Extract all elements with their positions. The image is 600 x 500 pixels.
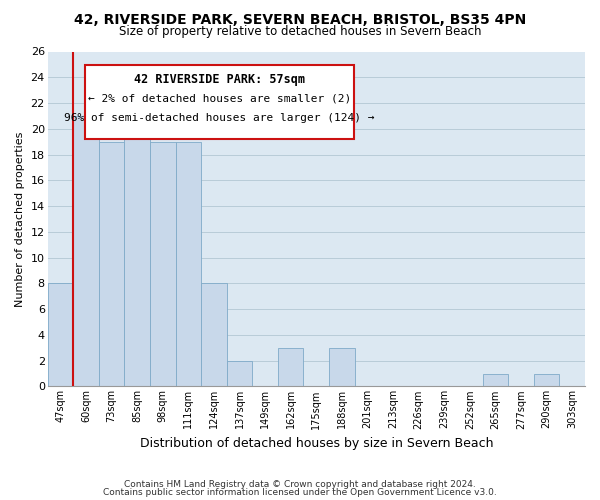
Bar (150, 142, 176, 386)
Bar (201, 284, 227, 387)
Bar (227, 360, 253, 386)
Y-axis label: Number of detached properties: Number of detached properties (15, 132, 25, 306)
Bar (47, 284, 73, 387)
Bar (99, 142, 124, 386)
Bar (534, 374, 559, 386)
Bar (329, 348, 355, 387)
Text: 42, RIVERSIDE PARK, SEVERN BEACH, BRISTOL, BS35 4PN: 42, RIVERSIDE PARK, SEVERN BEACH, BRISTO… (74, 12, 526, 26)
Text: Contains HM Land Registry data © Crown copyright and database right 2024.: Contains HM Land Registry data © Crown c… (124, 480, 476, 489)
FancyBboxPatch shape (85, 65, 354, 138)
X-axis label: Distribution of detached houses by size in Severn Beach: Distribution of detached houses by size … (140, 437, 493, 450)
Bar (124, 103, 150, 387)
Bar (482, 374, 508, 386)
Text: 96% of semi-detached houses are larger (124) →: 96% of semi-detached houses are larger (… (64, 114, 375, 124)
Bar (176, 142, 201, 386)
Text: 42 RIVERSIDE PARK: 57sqm: 42 RIVERSIDE PARK: 57sqm (134, 74, 305, 86)
Text: ← 2% of detached houses are smaller (2): ← 2% of detached houses are smaller (2) (88, 94, 351, 104)
Bar (278, 348, 304, 387)
Text: Contains public sector information licensed under the Open Government Licence v3: Contains public sector information licen… (103, 488, 497, 497)
Bar (73, 116, 99, 386)
Text: Size of property relative to detached houses in Severn Beach: Size of property relative to detached ho… (119, 25, 481, 38)
